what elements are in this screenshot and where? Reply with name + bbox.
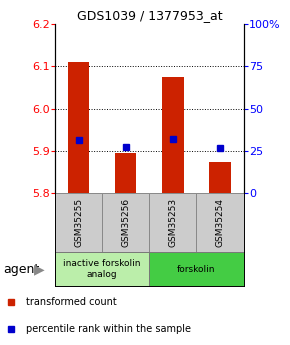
Bar xyxy=(102,193,149,252)
Bar xyxy=(149,252,244,286)
Bar xyxy=(149,193,196,252)
Text: GSM35253: GSM35253 xyxy=(168,198,177,247)
Text: percentile rank within the sample: percentile rank within the sample xyxy=(26,324,191,334)
Bar xyxy=(162,77,184,193)
Text: GSM35254: GSM35254 xyxy=(215,198,224,247)
Text: ▶: ▶ xyxy=(34,262,44,276)
Bar xyxy=(209,161,231,193)
Bar xyxy=(115,153,136,193)
Bar xyxy=(55,252,149,286)
Text: transformed count: transformed count xyxy=(26,297,116,307)
Text: agent: agent xyxy=(3,263,39,276)
Bar xyxy=(55,193,102,252)
Title: GDS1039 / 1377953_at: GDS1039 / 1377953_at xyxy=(77,9,222,22)
Bar xyxy=(196,193,244,252)
Text: inactive forskolin
analog: inactive forskolin analog xyxy=(64,259,141,279)
Text: GSM35255: GSM35255 xyxy=(74,198,83,247)
Text: forskolin: forskolin xyxy=(177,265,216,274)
Text: GSM35256: GSM35256 xyxy=(121,198,130,247)
Bar xyxy=(68,62,89,193)
